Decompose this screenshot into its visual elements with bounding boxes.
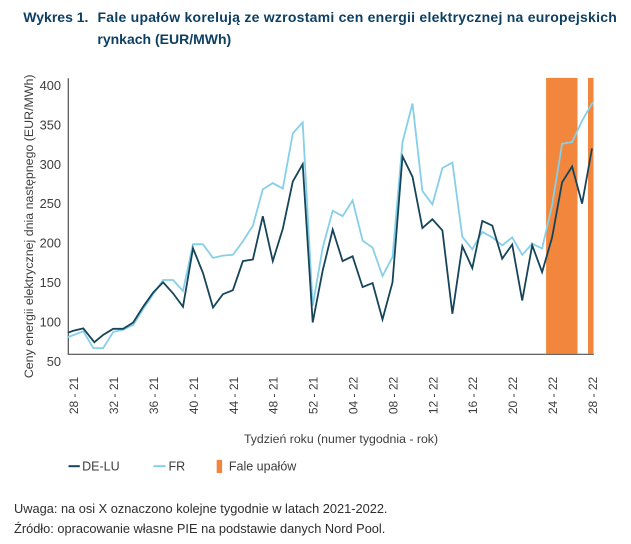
svg-text:100: 100 (40, 314, 61, 329)
svg-text:Ceny energii elektrycznej dnia: Ceny energii elektrycznej dnia następneg… (22, 74, 36, 378)
svg-text:20 - 22: 20 - 22 (506, 376, 520, 414)
svg-text:28 - 22: 28 - 22 (586, 376, 600, 414)
svg-text:36 - 21: 36 - 21 (147, 376, 161, 414)
svg-text:24 - 22: 24 - 22 (546, 376, 560, 414)
svg-text:48 - 21: 48 - 21 (267, 376, 281, 414)
svg-text:350: 350 (40, 117, 61, 132)
svg-text:FR: FR (169, 460, 186, 474)
svg-text:300: 300 (40, 157, 61, 172)
svg-text:40 - 21: 40 - 21 (187, 376, 201, 414)
svg-text:DE-LU: DE-LU (82, 460, 120, 474)
svg-text:52 - 21: 52 - 21 (307, 376, 321, 414)
svg-text:04 - 22: 04 - 22 (347, 376, 361, 414)
svg-text:50: 50 (47, 354, 61, 369)
svg-text:32 - 21: 32 - 21 (107, 376, 121, 414)
svg-text:150: 150 (40, 275, 61, 290)
svg-text:400: 400 (40, 78, 61, 93)
svg-text:28 - 21: 28 - 21 (67, 376, 81, 414)
svg-text:08 - 22: 08 - 22 (386, 376, 400, 414)
svg-text:44 - 21: 44 - 21 (227, 376, 241, 414)
svg-text:250: 250 (40, 196, 61, 211)
svg-text:200: 200 (40, 236, 61, 251)
svg-text:12 - 22: 12 - 22 (426, 376, 440, 414)
svg-text:16 - 22: 16 - 22 (466, 376, 480, 414)
svg-text:Fale upałów: Fale upałów (229, 460, 297, 474)
svg-text:Tydzień roku (numer tygodnia -: Tydzień roku (numer tygodnia - rok) (244, 432, 438, 446)
